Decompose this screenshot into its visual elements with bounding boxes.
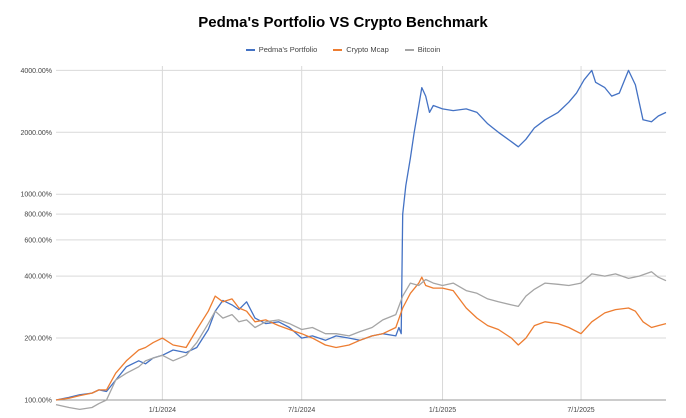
legend-label: Crypto Mcap xyxy=(346,45,389,54)
series-line-pedma-s-portfolio xyxy=(55,69,667,401)
legend-item: Crypto Mcap xyxy=(333,45,389,54)
x-tick-label: 7/1/2025 xyxy=(567,407,594,414)
legend-item: Pedma's Portfolio xyxy=(245,45,318,54)
legend-swatch xyxy=(333,49,343,52)
series-line-crypto-mcap xyxy=(55,276,667,401)
y-tick-label: 800.00% xyxy=(24,212,52,219)
y-tick-label: 1000.00% xyxy=(20,192,52,199)
chart-title: Pedma's Portfolio VS Crypto Benchmark xyxy=(198,14,488,31)
x-tick-label: 1/1/2024 xyxy=(149,407,176,414)
y-tick-label: 400.00% xyxy=(24,274,52,281)
legend-label: Pedma's Portfolio xyxy=(258,45,318,54)
y-tick-label: 4000.00% xyxy=(20,68,52,75)
y-tick-label: 200.00% xyxy=(24,336,52,343)
legend: Pedma's Portfolio Crypto Mcap Bitcoin xyxy=(0,45,686,54)
legend-label: Bitcoin xyxy=(417,45,441,54)
y-tick-label: 100.00% xyxy=(24,398,52,405)
y-tick-label: 600.00% xyxy=(24,237,52,244)
legend-swatch xyxy=(404,49,414,52)
series-line-bitcoin xyxy=(55,271,667,411)
x-tick-label: 7/1/2024 xyxy=(288,407,315,414)
x-tick-label: 1/1/2025 xyxy=(429,407,456,414)
y-tick-label: 2000.00% xyxy=(20,130,52,137)
legend-item: Bitcoin xyxy=(404,45,441,54)
legend-swatch xyxy=(245,49,255,52)
